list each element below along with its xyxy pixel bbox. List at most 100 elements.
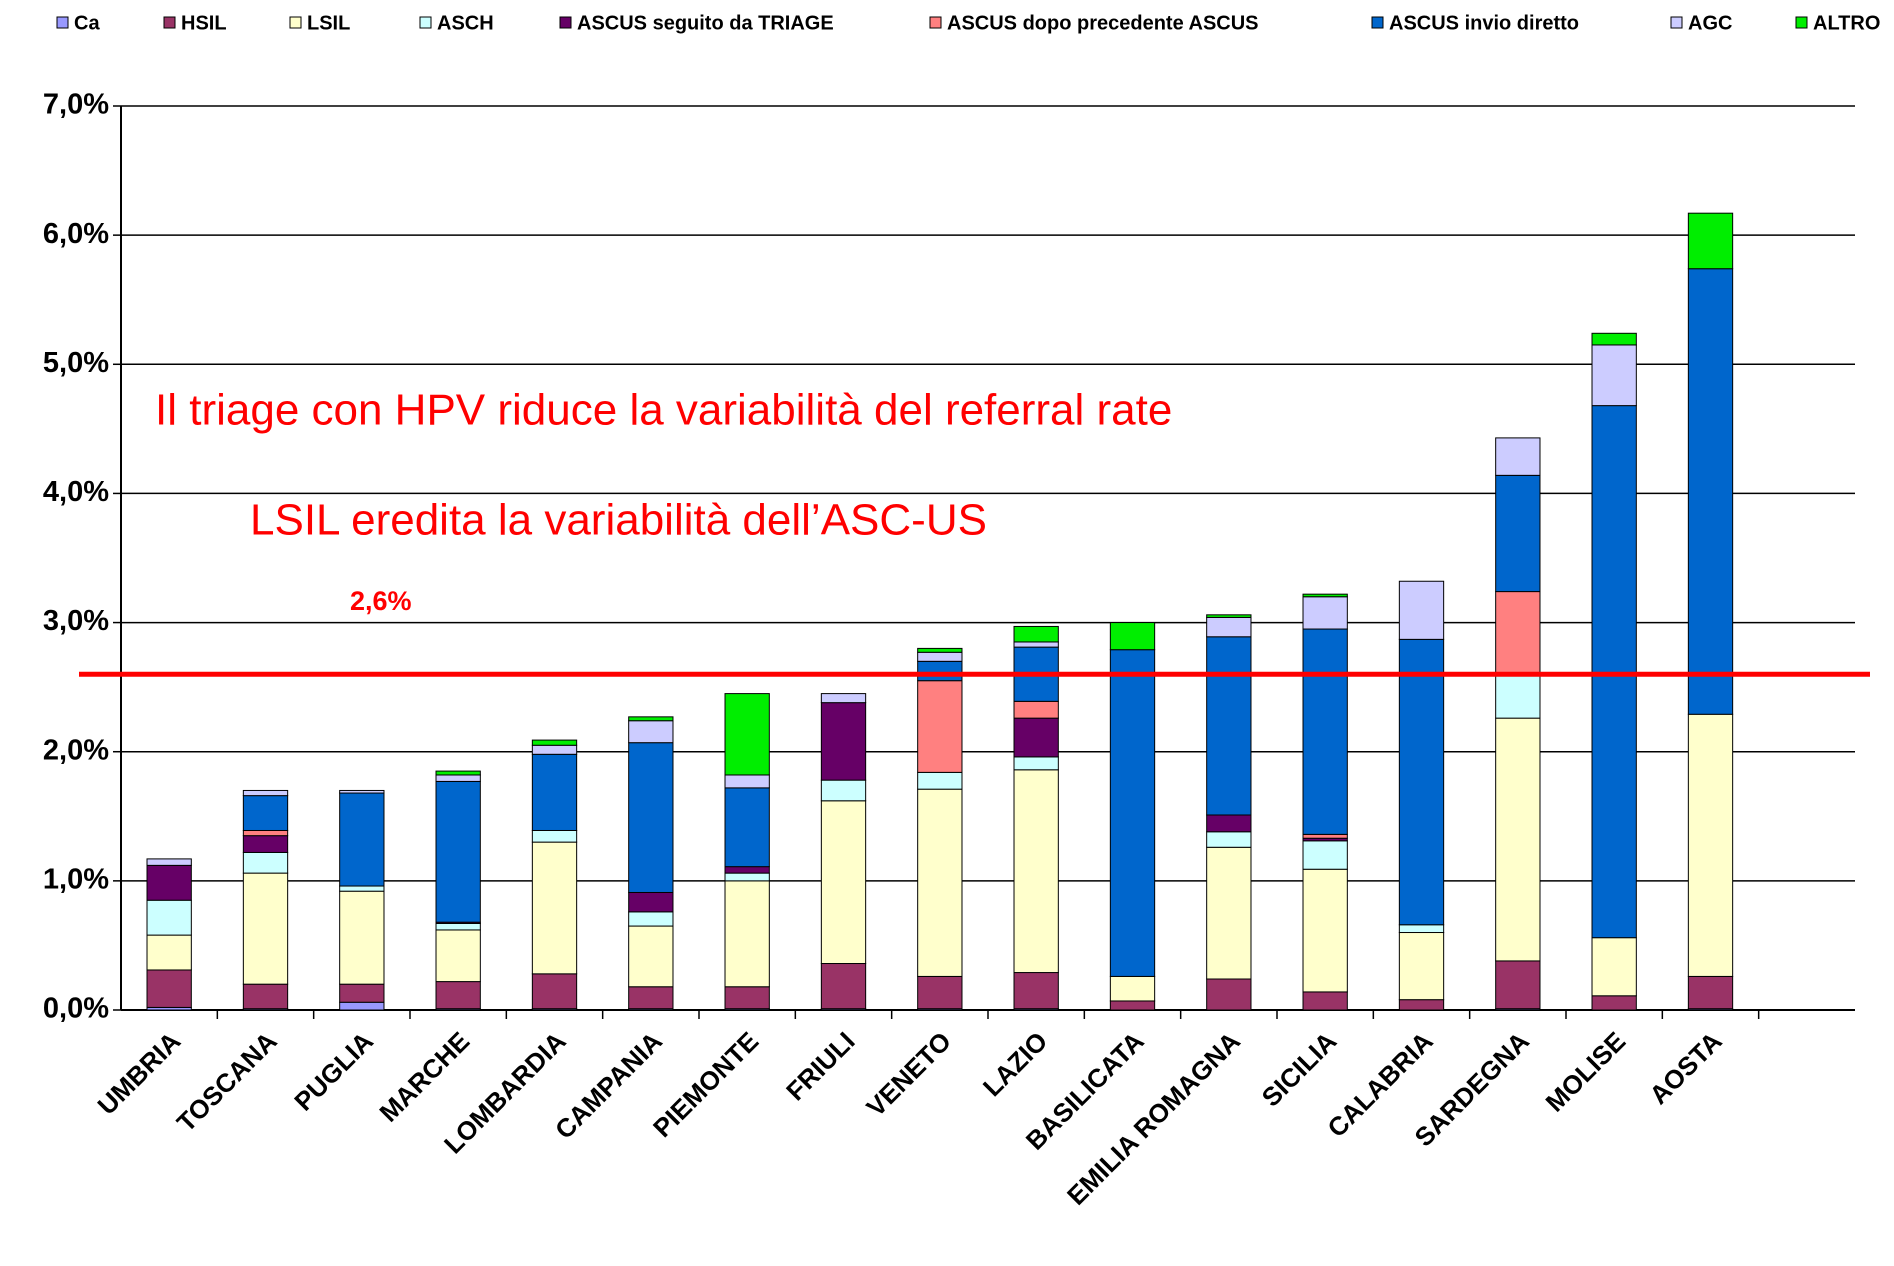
- bar-segment: [339, 890, 385, 985]
- bar-segment: [1591, 332, 1637, 346]
- bar-segment: [1687, 975, 1734, 1010]
- annotation: LSIL eredita la variabilità dell’ASC-US: [250, 496, 987, 545]
- legend-swatch: [929, 16, 942, 29]
- bar-segment: [917, 771, 963, 790]
- bar-segment: [339, 1001, 385, 1011]
- bar-segment: [1302, 628, 1348, 835]
- bar-segment: [531, 753, 578, 831]
- x-tick-label: MOLISE: [1540, 1026, 1632, 1118]
- y-tick-label: 5,0%: [43, 347, 109, 379]
- bar-segment: [820, 963, 867, 1010]
- x-tick-label: EMILIA ROMAGNA: [1061, 1026, 1246, 1211]
- bar-segment: [339, 885, 385, 892]
- bar-segment: [1398, 580, 1445, 640]
- bar-segment: [1591, 995, 1637, 1011]
- bar-segment: [628, 720, 674, 744]
- bar-segment: [435, 774, 481, 782]
- bar-segment: [146, 864, 192, 901]
- bar-segment: [724, 693, 770, 776]
- bar-segment: [1687, 212, 1734, 270]
- bar-segment: [1109, 1000, 1156, 1011]
- bar-segment: [917, 680, 963, 773]
- bar-segment: [724, 774, 770, 789]
- bar-segment: [1302, 991, 1348, 1011]
- legend-swatch: [163, 16, 176, 29]
- bar-segment: [1495, 672, 1541, 719]
- x-tick-label: PUGLIA: [288, 1026, 379, 1117]
- bar-segment: [1013, 625, 1059, 643]
- bar-segment: [1687, 268, 1734, 715]
- bar-segment: [1302, 833, 1348, 839]
- bar-segment: [917, 975, 963, 1010]
- bar-segment: [820, 702, 867, 781]
- bar-segment: [435, 780, 481, 923]
- bar-segment: [917, 660, 963, 682]
- bar-segment: [146, 969, 192, 1008]
- bar-segment: [1398, 932, 1445, 1001]
- legend-label: ASCUS invio diretto: [1389, 12, 1579, 34]
- x-tick-label: SICILIA: [1256, 1026, 1343, 1113]
- bar-segment: [1302, 596, 1348, 630]
- y-tick-label: 0,0%: [43, 993, 109, 1025]
- bar-segment: [628, 891, 674, 913]
- bar-segment: [339, 792, 385, 887]
- bar-segment: [1398, 924, 1445, 934]
- bar-segment: [1109, 649, 1156, 977]
- x-tick-label: PIEMONTE: [647, 1026, 764, 1143]
- x-tick-label: VENETO: [860, 1026, 956, 1122]
- bar-segment: [435, 922, 481, 931]
- bar-segment: [1302, 840, 1348, 870]
- bar-segment: [628, 925, 674, 988]
- legend-label: ALTRO: [1813, 12, 1880, 34]
- x-tick-label: MARCHE: [373, 1026, 475, 1128]
- bar-segment: [1591, 344, 1637, 407]
- x-tick-label: LAZIO: [977, 1026, 1053, 1102]
- bar-segment: [1013, 641, 1059, 648]
- bar-segment: [724, 787, 770, 868]
- bar-segment: [724, 986, 770, 1010]
- bar-segment: [531, 973, 578, 1010]
- bar-segment: [531, 739, 578, 746]
- bar-segment: [820, 800, 867, 965]
- legend-label: ASCH: [437, 12, 494, 34]
- bar-segment: [1013, 700, 1059, 719]
- bar-segment: [628, 716, 674, 722]
- bar-segment: [242, 829, 289, 837]
- bar-segment: [339, 983, 385, 1003]
- x-tick-label: TOSCANA: [171, 1026, 283, 1138]
- bar-segment: [146, 858, 192, 866]
- legend-swatch: [419, 16, 432, 29]
- bar-segment: [628, 742, 674, 893]
- bar-segment: [1398, 638, 1445, 926]
- legend-label: ASCUS dopo precedente ASCUS: [947, 12, 1259, 34]
- bar-segment: [1302, 868, 1348, 993]
- reference-label: 2,6%: [350, 586, 412, 616]
- bar-segment: [1495, 437, 1541, 476]
- bar-segment: [820, 779, 867, 802]
- bar-segment: [1591, 937, 1637, 997]
- bar-segment: [242, 835, 289, 853]
- legend-swatch: [1795, 16, 1808, 29]
- bar-segment: [917, 651, 963, 662]
- bar-segment: [435, 929, 481, 983]
- bar-segment: [1495, 717, 1541, 962]
- bar-segment: [1206, 616, 1252, 638]
- bar-segment: [1495, 960, 1541, 1010]
- bar-segment: [628, 911, 674, 927]
- bar-segment: [1495, 591, 1541, 674]
- bar-segment: [242, 795, 289, 831]
- bar-segment: [242, 983, 289, 1010]
- legend-swatch: [289, 16, 302, 29]
- y-tick-label: 4,0%: [43, 476, 109, 508]
- x-tick-label: UMBRIA: [92, 1026, 187, 1121]
- legend-label: ASCUS seguito da TRIAGE: [577, 12, 834, 34]
- y-tick-label: 6,0%: [43, 218, 109, 250]
- legend-label: Ca: [74, 12, 100, 34]
- bar-segment: [1013, 769, 1059, 974]
- bar-segment: [1398, 999, 1445, 1011]
- bar-segment: [339, 789, 385, 794]
- bar-segment: [724, 880, 770, 988]
- bar-segment: [146, 934, 192, 971]
- bar-segment: [628, 986, 674, 1010]
